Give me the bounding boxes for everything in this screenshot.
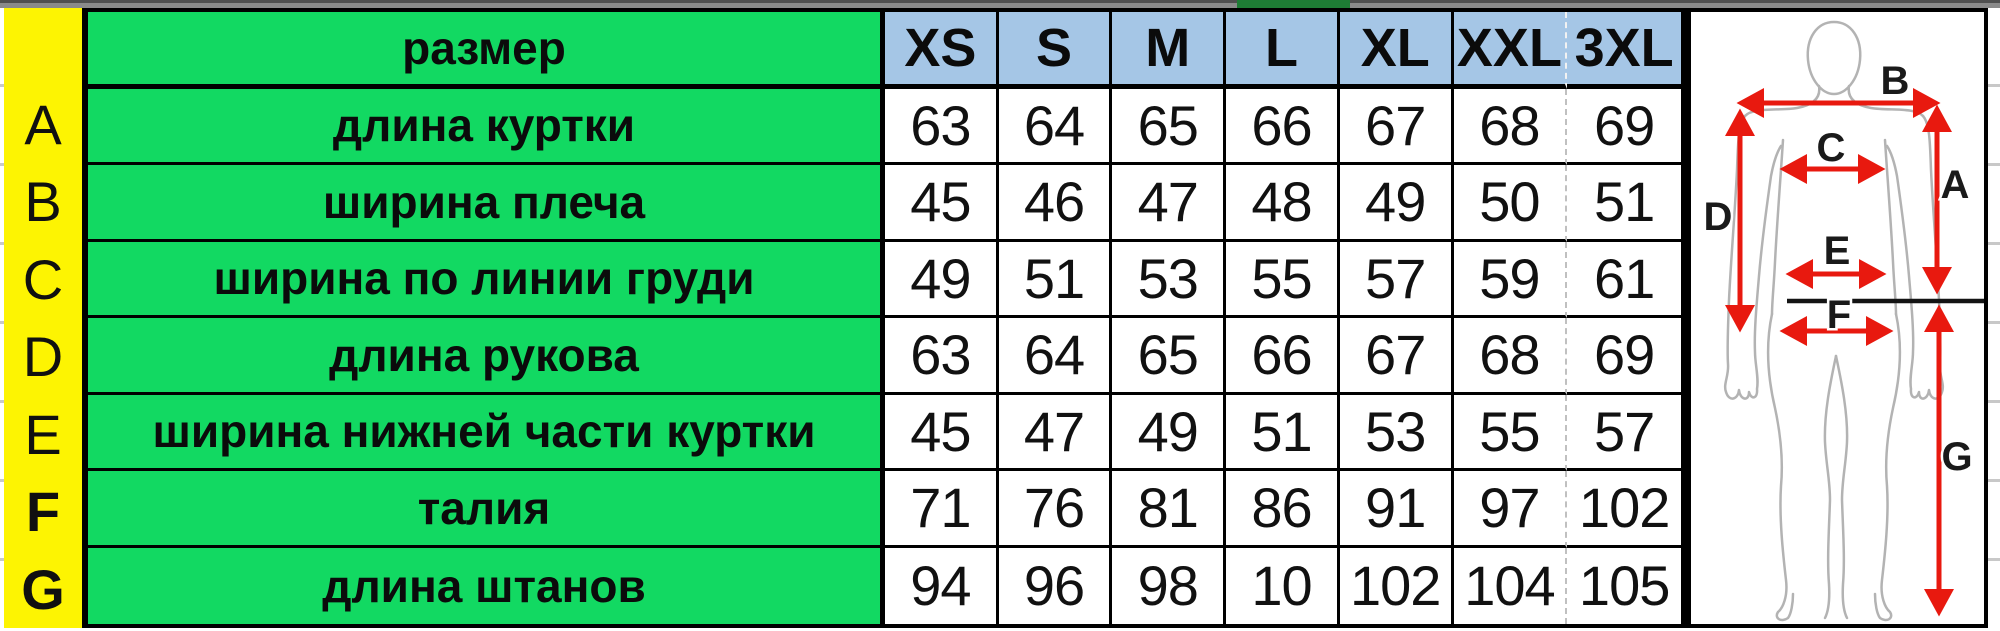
row-letter-f: F — [25, 480, 61, 544]
measurement-arrows — [1725, 88, 1954, 617]
value-cell-a-xl: 67 — [1339, 88, 1454, 165]
column-header-m: M — [1112, 12, 1227, 89]
row-label-g: длина штанов — [88, 547, 885, 624]
value-cell-d-l: 66 — [1226, 318, 1340, 395]
value-cell-e-l: 51 — [1226, 394, 1340, 471]
value-cell-f-m: 81 — [1112, 471, 1227, 548]
measure-label-g: G — [1941, 435, 1972, 479]
value-cell-c-s: 51 — [998, 241, 1113, 318]
column-header-s: S — [998, 12, 1113, 89]
value-cell-g-xl: 102 — [1339, 547, 1454, 624]
value-cell-a-m: 65 — [1112, 88, 1227, 165]
partial-green-cell — [1237, 0, 1350, 8]
row-label-f: талия — [88, 471, 885, 548]
value-cell-g-l: 10 — [1226, 547, 1340, 624]
value-cell-b-xl: 49 — [1339, 165, 1454, 242]
left-leg-inner — [1823, 354, 1838, 620]
value-cell-a-xxl: 68 — [1453, 88, 1568, 165]
value-cell-g-s: 96 — [998, 547, 1113, 624]
value-cell-e-3xl: 57 — [1567, 394, 1681, 471]
value-cell-b-s: 46 — [998, 165, 1113, 242]
value-cell-d-xs: 63 — [885, 318, 999, 395]
value-cell-f-xs: 71 — [885, 471, 999, 548]
right-torso-side — [1883, 138, 1898, 316]
value-cell-c-3xl: 61 — [1567, 241, 1681, 318]
value-cell-d-xxl: 68 — [1453, 318, 1568, 395]
row-label-a: длина куртки — [88, 88, 885, 165]
value-cell-b-l: 48 — [1226, 165, 1340, 242]
row-letter-c: C — [22, 247, 64, 311]
right-leg-inner — [1834, 354, 1849, 620]
row-label-c: ширина по линии груди — [88, 241, 885, 318]
value-cell-a-s: 64 — [998, 88, 1113, 165]
left-gridline-strip — [0, 8, 4, 631]
value-cell-b-xs: 45 — [885, 165, 999, 242]
value-cell-e-m: 49 — [1112, 394, 1227, 471]
measure-label-a: A — [1941, 163, 1970, 207]
value-cell-e-xl: 53 — [1339, 394, 1454, 471]
value-cell-e-s: 47 — [998, 394, 1113, 471]
row-letter-d: D — [22, 325, 64, 389]
value-cell-c-xxl: 59 — [1453, 241, 1568, 318]
value-cell-e-xs: 45 — [885, 394, 999, 471]
column-header-l: L — [1226, 12, 1340, 89]
right-leg-outer — [1873, 312, 1902, 622]
body-measurement-figure: B C A D E F G — [1701, 20, 1984, 622]
head — [1806, 20, 1862, 96]
value-cell-f-xxl: 97 — [1453, 471, 1568, 548]
row-letter-e: E — [24, 402, 62, 466]
value-cell-g-3xl: 105 — [1567, 547, 1681, 624]
value-cell-e-xxl: 55 — [1453, 394, 1568, 471]
measurement-letters: B C A D E F G — [1701, 57, 1975, 482]
value-cell-b-xxl: 50 — [1453, 165, 1568, 242]
top-border-strip — [0, 0, 2000, 8]
value-cell-c-m: 53 — [1112, 241, 1227, 318]
value-cell-f-3xl: 102 — [1567, 471, 1681, 548]
value-cell-c-l: 55 — [1226, 241, 1340, 318]
value-cell-d-m: 65 — [1112, 318, 1227, 395]
left-arm — [1723, 114, 1783, 400]
column-header-xxl: XXL — [1453, 12, 1568, 89]
measure-label-f: F — [1827, 293, 1851, 337]
row-letter-empty — [4, 8, 82, 86]
row-label-b: ширина плеча — [88, 165, 885, 242]
row-label-e: ширина нижней части куртки — [88, 394, 885, 471]
value-cell-g-m: 98 — [1112, 547, 1227, 624]
value-cell-a-3xl: 69 — [1567, 88, 1681, 165]
value-cell-b-m: 47 — [1112, 165, 1227, 242]
row-letter-g: G — [21, 557, 65, 621]
value-cell-d-s: 64 — [998, 318, 1113, 395]
value-cell-g-xxl: 104 — [1453, 547, 1568, 624]
measure-label-b: B — [1881, 59, 1910, 103]
column-header-xs: XS — [885, 12, 999, 89]
right-gridline-strip — [1988, 8, 2000, 631]
value-cell-a-l: 66 — [1226, 88, 1340, 165]
value-cell-f-s: 76 — [998, 471, 1113, 548]
measure-label-c: C — [1817, 126, 1846, 170]
size-table: размер XS S M L XL XXL 3XL длина куртки … — [82, 8, 1686, 628]
row-label-d: длина рукова — [88, 318, 885, 395]
corner-header-cell: размер — [88, 12, 885, 89]
measurement-diagram: B C A D E F G — [1686, 8, 1988, 628]
row-letter-a: A — [24, 92, 62, 156]
value-cell-g-xs: 94 — [885, 547, 999, 624]
left-leg-outer — [1766, 312, 1795, 622]
column-header-3xl: 3XL — [1567, 12, 1681, 89]
value-cell-f-xl: 91 — [1339, 471, 1454, 548]
measure-label-e: E — [1824, 229, 1851, 273]
value-cell-c-xl: 57 — [1339, 241, 1454, 318]
value-cell-d-xl: 67 — [1339, 318, 1454, 395]
value-cell-b-3xl: 51 — [1567, 165, 1681, 242]
measure-label-d: D — [1704, 195, 1733, 239]
value-cell-f-l: 86 — [1226, 471, 1340, 548]
value-cell-c-xs: 49 — [885, 241, 999, 318]
value-cell-d-3xl: 69 — [1567, 318, 1681, 395]
row-letter-column: A B C D E F G — [4, 8, 82, 628]
right-arm — [1885, 114, 1945, 400]
row-letter-b: B — [24, 170, 62, 234]
value-cell-a-xs: 63 — [885, 88, 999, 165]
column-header-xl: XL — [1339, 12, 1454, 89]
